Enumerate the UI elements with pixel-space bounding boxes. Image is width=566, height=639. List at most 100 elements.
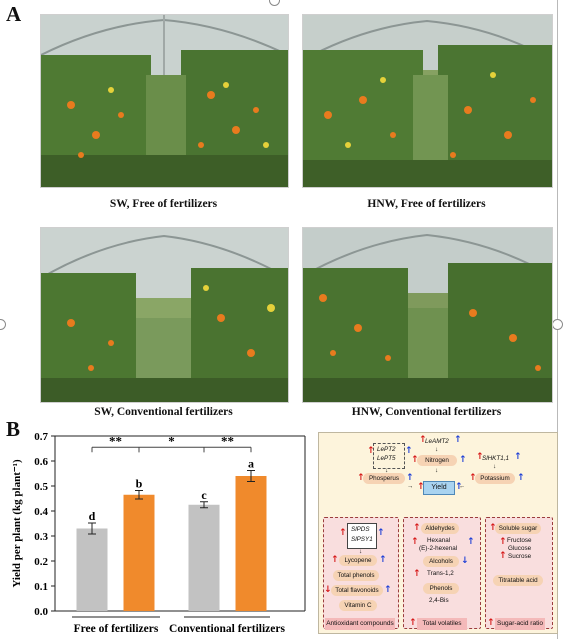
- significance-letter: d: [89, 509, 96, 523]
- arrow-connector: ↓: [435, 467, 439, 474]
- page-ring-left: [0, 319, 6, 330]
- up-arrow-icon: ↑: [487, 618, 495, 628]
- arrow-connector: ←: [459, 483, 466, 490]
- label-fructose: Fructose: [507, 537, 532, 544]
- significance-stars: **: [221, 433, 234, 448]
- up-arrow-icon: ↑: [419, 435, 427, 445]
- node-lycopene: Lycopene: [339, 555, 377, 566]
- bar: [235, 476, 267, 611]
- down-arrow-icon: ↑: [379, 555, 387, 565]
- y-tick-label: 0.3: [34, 531, 48, 543]
- node-phenols: Phenols: [423, 583, 459, 594]
- up-arrow-icon: ↑: [339, 528, 347, 538]
- up-arrow-icon: ↑: [499, 551, 507, 561]
- up-arrow-icon: ↑: [357, 473, 365, 483]
- down-arrow-icon: ↑: [514, 452, 522, 462]
- caption-hnw-free: HNW, Free of fertilizers: [367, 198, 486, 210]
- up-arrow-icon: ↑: [499, 537, 507, 547]
- y-tick-label: 0.0: [34, 606, 48, 618]
- down-arrow-icon: ↑: [517, 473, 525, 483]
- significance-letter: a: [248, 457, 254, 471]
- down-arrow-icon: ↑: [459, 455, 467, 465]
- gene-leamt2: LeAMT2: [425, 438, 449, 445]
- arrow-connector: ↓: [435, 446, 439, 453]
- label-hexenal: (E)-2-hexenal: [419, 545, 458, 552]
- up-arrow-icon: ↑: [411, 537, 419, 547]
- volatiles-column: [403, 517, 481, 629]
- y-tick-label: 0.5: [34, 481, 48, 493]
- up-arrow-icon: ↓: [324, 585, 332, 595]
- significance-stars: *: [168, 433, 175, 448]
- photo-hnw-free: [302, 14, 553, 188]
- up-arrow-icon: ↑: [469, 473, 477, 483]
- mechanism-diagram: LePT2 LePT5 ↑ ↑ LeAMT2 ↑ ↑ SlHKT1,1 ↑ ↑ …: [318, 432, 558, 634]
- label-sucrose: Sucrose: [508, 553, 532, 560]
- bar: [188, 504, 220, 611]
- down-arrow-icon: ↑: [454, 435, 462, 445]
- p-gene-box: [373, 443, 405, 469]
- label-antioxidant-compounds: Antioxidant compounds: [325, 618, 395, 630]
- up-arrow-icon: ↑: [417, 482, 425, 492]
- up-arrow-icon: ↑: [413, 523, 421, 533]
- up-arrow-icon: ↑: [413, 569, 421, 579]
- bar: [76, 528, 108, 611]
- photo-sw-free: [40, 14, 289, 188]
- gene-slpsy1: SlPSY1: [351, 536, 373, 543]
- panel-label-a: A: [6, 2, 22, 26]
- gene-slpds: SlPDS: [351, 526, 370, 533]
- significance-letter: c: [201, 488, 207, 502]
- label-sugar-acid-ratio: Sugar-acid ratio: [495, 618, 545, 630]
- significance-letter: b: [136, 477, 143, 491]
- y-tick-label: 0.7: [34, 431, 48, 443]
- sugar-column: [485, 517, 553, 629]
- label-bis: 2,4-Bis: [429, 597, 449, 604]
- down-arrow-icon: ↓: [461, 556, 469, 566]
- node-yield: Yield: [423, 481, 455, 495]
- node-aldehydes: Aldehydes: [421, 523, 459, 534]
- gene-lept2: LePT2: [377, 446, 396, 453]
- down-arrow-icon: ↑: [377, 528, 385, 538]
- node-total-phenols: Total phenols: [333, 570, 379, 581]
- node-titratable-acid: Titratable acid: [493, 575, 543, 586]
- down-arrow-icon: ↑: [384, 585, 392, 595]
- photo-hnw-conventional: [302, 227, 553, 403]
- label-trans: Trans-1,2: [427, 570, 454, 577]
- panel-label-b: B: [6, 417, 21, 441]
- node-vitamin-c: Vitamin C: [339, 600, 377, 611]
- caption-sw-free: SW, Free of fertilizers: [109, 198, 218, 210]
- caption-sw-conventional: SW, Conventional fertilizers: [94, 406, 233, 418]
- gene-slhkt: SlHKT1,1: [482, 455, 509, 462]
- y-axis-label: Yield per plant (kg plant⁻¹): [11, 459, 23, 588]
- significance-stars: **: [109, 433, 122, 448]
- x-group-label: Conventional fertilizers: [169, 623, 285, 635]
- x-group-label: Free of fertilizers: [74, 623, 159, 635]
- arrow-connector: ↓: [493, 463, 497, 470]
- y-tick-label: 0.2: [34, 556, 48, 568]
- page-ring-right: [552, 319, 563, 330]
- down-arrow-icon: ↑: [405, 446, 413, 456]
- up-arrow-icon: ↑: [409, 618, 417, 628]
- label-hexanal: Hexanal: [427, 537, 451, 544]
- up-arrow-icon: ↑: [367, 446, 375, 456]
- y-tick-label: 0.1: [34, 581, 48, 593]
- up-arrow-icon: ↑: [489, 523, 497, 533]
- photo-sw-conventional: [40, 227, 289, 403]
- y-tick-label: 0.6: [34, 456, 48, 468]
- lycopene-gene-box: [347, 523, 377, 549]
- yield-bar-chart: 0.0 0.1 0.2 0.3 0.4 0.5 0.6 0.7 Yield per plant …: [11, 431, 306, 635]
- y-tick-label: 0.4: [34, 506, 48, 518]
- bar: [123, 494, 155, 611]
- arrow-connector: ↓: [359, 548, 363, 555]
- arrow-connector: →: [407, 483, 414, 490]
- node-total-flavonoids: Total flavonoids: [331, 585, 383, 596]
- up-arrow-icon: ↑: [476, 452, 484, 462]
- node-phosphorus: Phosperus: [363, 473, 405, 484]
- node-potassium: Potassium: [475, 473, 515, 484]
- node-alcohols: Alcohols: [423, 556, 459, 567]
- node-soluble-sugar: Soluble sugar: [495, 523, 541, 534]
- node-nitrogen: Nitrogen: [417, 455, 457, 466]
- caption-hnw-conventional: HNW, Conventional fertilizers: [351, 406, 502, 418]
- arrow-connector: ↓: [385, 467, 389, 474]
- label-total-volatiles: Total volatiles: [417, 618, 467, 630]
- label-glucose: Glucose: [508, 545, 532, 552]
